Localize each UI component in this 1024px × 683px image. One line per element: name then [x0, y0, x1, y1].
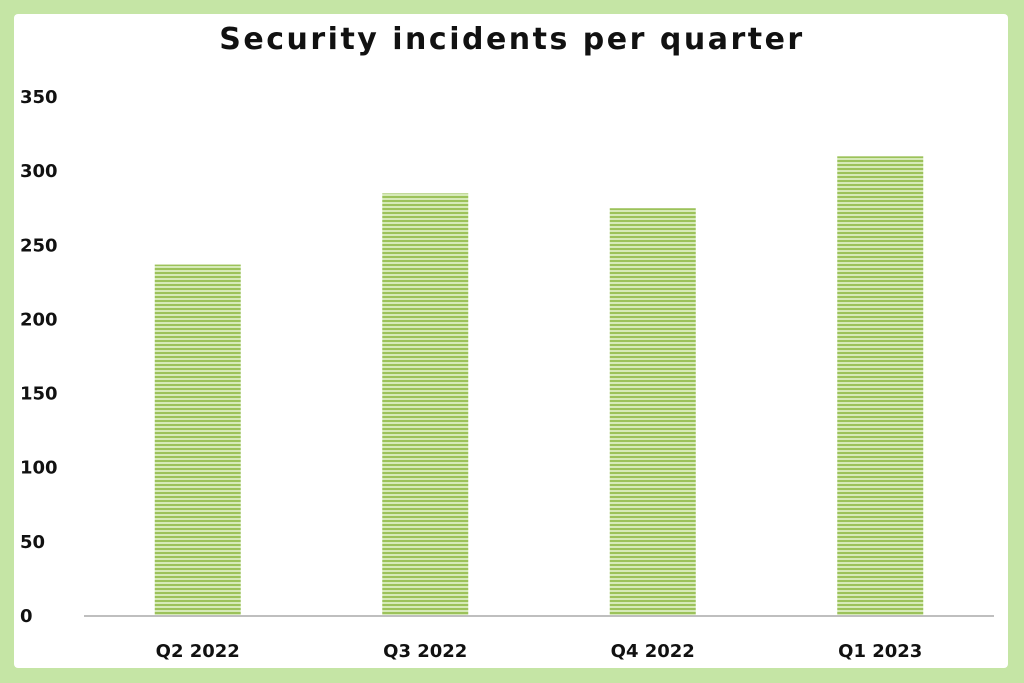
y-tick-label: 200 — [20, 309, 58, 330]
bar — [837, 156, 924, 617]
bars — [154, 156, 924, 617]
y-tick-label: 100 — [20, 458, 58, 479]
chart-title: Security incidents per quarter — [219, 22, 805, 57]
y-tick-label: 150 — [20, 384, 58, 405]
x-tick-label: Q1 2023 — [838, 641, 922, 662]
x-axis-ticks: Q2 2022 Q3 2022 Q4 2022 Q1 2023 — [156, 641, 923, 662]
y-tick-label: 300 — [20, 161, 58, 182]
bar — [609, 208, 696, 616]
bar — [382, 193, 469, 616]
y-tick-label: 0 — [20, 606, 33, 627]
x-tick-label: Q3 2022 — [383, 641, 467, 662]
x-tick-label: Q4 2022 — [611, 641, 695, 662]
y-tick-label: 50 — [20, 532, 45, 553]
bar — [154, 264, 241, 616]
y-tick-label: 250 — [20, 235, 58, 256]
y-tick-label: 350 — [20, 87, 58, 108]
y-axis-ticks: 0 50 100 150 200 250 300 350 — [20, 87, 58, 627]
x-tick-label: Q2 2022 — [156, 641, 240, 662]
